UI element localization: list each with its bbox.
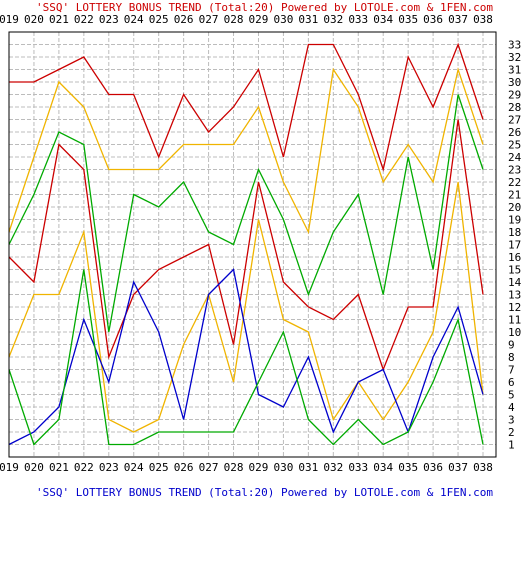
series-line	[8, 269, 484, 446]
x-tick-label-bottom: 033	[348, 461, 368, 474]
x-tick-label-bottom: 038	[473, 461, 493, 474]
x-tick-label-bottom: 021	[49, 461, 69, 474]
x-tick-label-top: 019	[0, 13, 19, 26]
y-tick-label: 21	[508, 189, 521, 202]
y-tick-label: 16	[508, 251, 521, 264]
x-tick-label-top: 037	[448, 13, 468, 26]
y-tick-label: 23	[508, 164, 521, 177]
x-tick-label-bottom: 027	[199, 461, 219, 474]
x-tick-label-top: 025	[149, 13, 169, 26]
x-tick-label-top: 034	[373, 13, 393, 26]
x-tick-label-bottom: 029	[249, 461, 269, 474]
x-tick-label-top: 028	[224, 13, 244, 26]
x-axis-top: 019 020 021 022 023 024 025 026 027 028 029 030 031 0…	[0, 13, 493, 26]
plot-frame	[8, 31, 497, 458]
x-tick-label-top: 022	[74, 13, 94, 26]
x-tick-label-top: 029	[249, 13, 269, 26]
x-tick-label-top: 038	[473, 13, 493, 26]
chart-footer: 'SSQ' LOTTERY BONUS TREND (Total:20) Pow…	[36, 486, 493, 499]
y-tick-label: 7	[508, 364, 515, 377]
series-line	[8, 268, 484, 446]
y-tick-label: 18	[508, 226, 521, 239]
x-tick-label-top: 031	[298, 13, 318, 26]
y-tick-label: 4	[508, 401, 515, 414]
x-tick-label-top: 021	[49, 13, 69, 26]
x-tick-label-bottom: 024	[124, 461, 144, 474]
x-tick-label-bottom: 030	[273, 461, 293, 474]
y-tick-label: 32	[508, 51, 521, 64]
y-tick-label: 30	[508, 76, 521, 89]
y-tick-label: 12	[508, 301, 521, 314]
x-tick-label-bottom: 035	[398, 461, 418, 474]
y-tick-label: 10	[508, 326, 521, 339]
x-tick-label-top: 024	[124, 13, 144, 26]
x-tick-label-top: 033	[348, 13, 368, 26]
series-lines	[8, 42, 484, 446]
y-tick-label: 25	[508, 139, 521, 152]
x-tick-label-top: 032	[323, 13, 343, 26]
y-tick-label: 29	[508, 89, 521, 102]
x-tick-label-top: 030	[273, 13, 293, 26]
x-tick-label-bottom: 019	[0, 461, 19, 474]
x-axis-bottom: 019 020 021 022 023 024 025 026 027 028 029 030 031 0…	[0, 461, 493, 474]
series-line	[8, 94, 484, 333]
x-tick-label-top: 036	[423, 13, 443, 26]
y-tick-label: 9	[508, 339, 515, 352]
x-tick-label-bottom: 023	[99, 461, 119, 474]
x-tick-label-top: 020	[24, 13, 44, 26]
x-tick-label-bottom: 032	[323, 461, 343, 474]
y-tick-label: 1	[508, 439, 515, 452]
series-line	[9, 42, 484, 172]
x-tick-label-bottom: 031	[298, 461, 318, 474]
x-tick-label-bottom: 028	[224, 461, 244, 474]
y-tick-label: 17	[508, 239, 521, 252]
series-line	[8, 67, 484, 235]
y-tick-label: 6	[508, 376, 515, 389]
y-tick-label: 26	[508, 126, 521, 139]
series-line	[8, 119, 484, 372]
x-tick-label-top: 023	[99, 13, 119, 26]
y-tick-label: 2	[508, 426, 515, 439]
y-tick-label: 8	[508, 351, 515, 364]
y-tick-label: 11	[508, 314, 521, 327]
x-tick-label-bottom: 037	[448, 461, 468, 474]
x-tick-label-top: 027	[199, 13, 219, 26]
y-tick-label: 15	[508, 264, 521, 277]
x-tick-label-bottom: 034	[373, 461, 393, 474]
y-tick-label: 19	[508, 214, 521, 227]
x-tick-label-top: 026	[174, 13, 194, 26]
y-tick-label: 31	[508, 64, 521, 77]
series-line	[8, 181, 484, 433]
y-axis-right: 1234567891011121314151617181920212223242…	[508, 39, 522, 452]
y-tick-label: 27	[508, 114, 521, 127]
x-tick-label-bottom: 022	[74, 461, 94, 474]
grid-lines	[8, 32, 496, 457]
y-tick-label: 5	[508, 389, 515, 402]
y-tick-label: 28	[508, 101, 521, 114]
x-tick-label-bottom: 036	[423, 461, 443, 474]
y-tick-label: 20	[508, 201, 521, 214]
x-tick-label-bottom: 026	[174, 461, 194, 474]
y-tick-label: 3	[508, 414, 515, 427]
y-tick-label: 13	[508, 289, 521, 302]
x-tick-label-bottom: 020	[24, 461, 44, 474]
y-tick-label: 14	[508, 276, 522, 289]
y-tick-label: 22	[508, 176, 521, 189]
y-tick-label: 24	[508, 151, 522, 164]
chart-title: 'SSQ' LOTTERY BONUS TREND (Total:20) Pow…	[36, 1, 493, 14]
x-tick-label-bottom: 025	[149, 461, 169, 474]
y-tick-label: 33	[508, 39, 521, 52]
x-tick-label-top: 035	[398, 13, 418, 26]
